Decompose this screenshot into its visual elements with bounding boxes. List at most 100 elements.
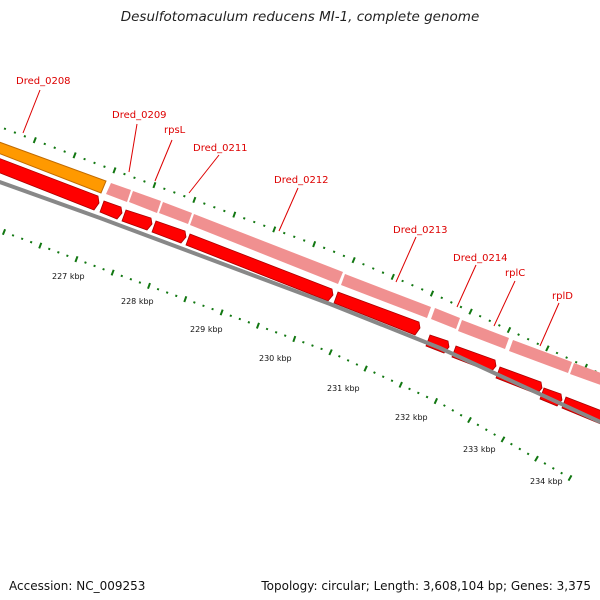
major-tick: [328, 349, 333, 356]
cds-track: [0, 158, 600, 425]
label-leaders: [22, 89, 560, 347]
major-tick: [74, 255, 79, 263]
minor-tick: [123, 172, 126, 176]
minor-tick: [476, 423, 480, 427]
minor-tick: [103, 165, 106, 168]
minor-tick: [282, 231, 286, 235]
gene-labels: Dred_0208 Dred_0209 rpsL Dred_0211 Dred_…: [16, 76, 573, 302]
major-tick: [1, 228, 7, 236]
minor-tick: [390, 379, 394, 383]
minor-tick: [498, 324, 501, 327]
feature-rpld: [509, 340, 572, 373]
minor-tick: [11, 234, 15, 237]
minor-tick: [425, 395, 429, 399]
minor-tick: [420, 288, 424, 291]
cds-dred-0209: [99, 200, 123, 220]
minor-tick: [440, 296, 444, 300]
minor-tick: [84, 261, 87, 264]
minor-tick: [459, 413, 463, 417]
minor-tick: [203, 202, 206, 205]
feature-orange: [0, 141, 107, 194]
cds-rpsl: [121, 209, 153, 231]
major-tick: [545, 345, 550, 352]
minor-tick: [120, 274, 124, 278]
minor-tick: [163, 187, 166, 191]
map-title: Desulfotomaculum reducens MI-1, complete…: [120, 9, 480, 25]
major-tick: [192, 196, 197, 204]
major-tick: [468, 308, 473, 315]
major-tick: [390, 273, 395, 280]
gene-label: Dred_0214: [453, 253, 508, 264]
minor-tick: [53, 146, 57, 150]
cds-dred-0208: [0, 158, 100, 211]
minor-tick: [411, 283, 414, 287]
major-tick: [112, 167, 117, 174]
feature-dred-0211: [159, 202, 192, 224]
feature-dred-0212: [190, 214, 343, 284]
major-tick: [363, 365, 368, 372]
minor-tick: [229, 314, 233, 318]
scale-labels: 227 kbp 228 kbp 229 kbp 230 kbp 231 kbp …: [52, 272, 563, 486]
minor-tick: [517, 333, 520, 336]
minor-tick: [129, 277, 133, 281]
minor-tick: [156, 287, 160, 291]
scale-label: 227 kbp: [52, 272, 85, 281]
minor-tick: [133, 176, 136, 180]
minor-tick: [302, 239, 306, 242]
cds-dred-0211: [151, 220, 187, 244]
minor-tick: [265, 327, 269, 331]
major-tick: [567, 474, 573, 482]
minor-tick: [211, 307, 214, 311]
minor-tick: [242, 217, 246, 220]
minor-tick: [223, 209, 226, 213]
minor-tick: [332, 250, 336, 254]
major-tick: [534, 455, 539, 462]
major-tick: [147, 282, 151, 290]
minor-tick: [355, 363, 359, 366]
minor-tick: [63, 150, 66, 153]
minor-tick: [362, 263, 365, 266]
minor-tick: [451, 408, 455, 412]
minor-tick: [488, 319, 492, 323]
minor-tick: [416, 391, 420, 395]
gene-label: rplC: [505, 268, 525, 279]
minor-tick: [47, 247, 51, 251]
feature-next: [570, 363, 600, 385]
minor-tick: [143, 180, 146, 183]
scale-label: 230 kbp: [259, 354, 292, 363]
minor-tick: [401, 279, 404, 283]
major-tick: [32, 137, 37, 144]
minor-tick: [193, 301, 196, 304]
major-tick: [255, 322, 260, 329]
minor-tick: [373, 371, 376, 374]
minor-tick: [346, 359, 350, 362]
minor-tick: [338, 354, 341, 358]
gene-label: rplD: [552, 291, 573, 302]
minor-tick: [213, 205, 216, 209]
minor-tick: [536, 342, 540, 346]
minor-tick: [510, 442, 513, 446]
feature-track: [0, 141, 600, 385]
minor-tick: [83, 157, 86, 161]
minor-tick: [274, 331, 278, 334]
cds-dred-0212: [185, 233, 334, 302]
major-tick: [38, 242, 43, 249]
inner-tick-row: [1, 228, 573, 482]
major-tick: [429, 290, 435, 297]
minor-tick: [93, 264, 96, 268]
minor-tick: [555, 351, 559, 355]
scale-label: 232 kbp: [395, 413, 428, 422]
minor-tick: [443, 404, 446, 407]
minor-tick: [551, 466, 555, 470]
minor-tick: [262, 224, 266, 227]
cds-rplc: [451, 345, 497, 373]
minor-tick: [565, 356, 568, 359]
major-tick: [152, 181, 157, 189]
scale-label: 234 kbp: [530, 477, 563, 486]
minor-tick: [173, 191, 176, 194]
minor-tick: [292, 235, 296, 239]
minor-tick: [57, 251, 60, 254]
minor-tick: [43, 142, 47, 146]
scale-label: 229 kbp: [190, 325, 223, 334]
